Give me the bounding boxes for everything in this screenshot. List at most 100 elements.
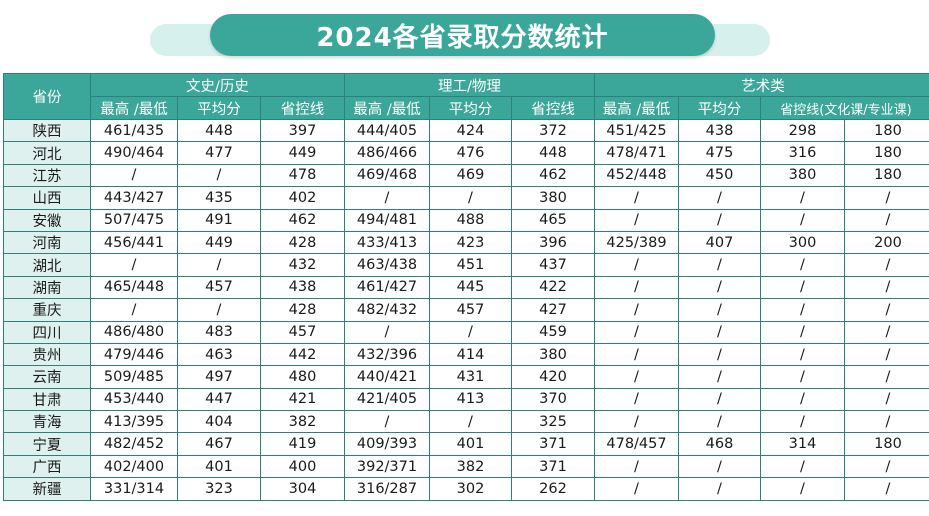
score-cell: 392/371 [344,454,430,479]
table-row: 新疆 331/314 323 304 316/287 302 262// / / [3,477,929,501]
score-cell: / [760,253,845,277]
group-header-wenshi: 文史/历史 [90,73,345,97]
table-row: 河北 490/464 477 449 486/466 476 448 478/471 475 31… [3,141,929,165]
score-cell: 304 [260,477,345,501]
group-header-yishu: 艺术类 [594,73,929,97]
score-cell: / [177,298,261,322]
score-cell: 475 [678,141,761,165]
score-cell: 298 [760,118,845,143]
score-cell: 494/481 [344,208,430,232]
score-cell: 401 [177,454,261,479]
province-cell: 贵州 [3,342,91,367]
score-cell: / [594,320,679,344]
score-cell: / [760,275,845,300]
score-cell: / [678,477,761,501]
score-cell: / [760,186,845,210]
score-cell: 448 [511,141,595,165]
score-cell: / [844,365,929,389]
score-cell: 424 [429,118,512,143]
score-cell: / [594,342,679,367]
score-cell: 451/425 [594,118,679,143]
score-cell: 331/314 [90,477,178,501]
province-cell: 广西 [3,454,91,479]
score-cell: 413 [429,387,512,412]
score-cell: / [760,298,845,322]
score-cell: 380 [760,163,845,188]
score-cell: 382 [260,410,345,434]
score-cell: 323 [177,477,261,501]
admission-score-table: 省份 文史/历史 理工/物理 艺术类 最高 /最低 平均分 省控线 最高 /最低… [3,73,929,501]
col-header-ligong-control-line: 省控线 [511,96,595,120]
score-cell: / [760,365,845,389]
score-cell: 488 [429,208,512,232]
table-row: 四川 486/480 483 457//459// / / [3,320,929,344]
score-cell: 427 [511,298,595,322]
score-cell: 462 [260,208,345,232]
score-cell: / [177,163,261,188]
score-cell: 421/405 [344,387,430,412]
score-cell: 180 [844,141,929,165]
table-row: 江苏 //478 469/468 469 462 452/448 450 380 180 [3,163,929,188]
score-cell: 468 [678,432,761,456]
score-cell: 490/464 [90,141,178,165]
score-cell: 461/427 [344,275,430,300]
score-cell: 402 [260,186,345,210]
score-cell: 428 [260,230,345,255]
score-cell: 483 [177,320,261,344]
score-cell: / [429,186,512,210]
score-cell: / [844,477,929,501]
score-cell: 463/438 [344,253,430,277]
score-cell: 414 [429,342,512,367]
score-cell: / [678,186,761,210]
score-cell: 476 [429,141,512,165]
score-cell: 469 [429,163,512,188]
col-header-yishu-control-line: 省控线(文化课/专业课) [760,96,929,120]
score-cell: / [678,410,761,434]
score-cell: 420 [511,365,595,389]
score-cell: 444/405 [344,118,430,143]
score-cell: 449 [177,230,261,255]
table-row: 云南 509/485 497 480 440/421 431 420// / / [3,365,929,389]
score-cell: 462 [511,163,595,188]
province-cell: 陕西 [3,118,91,143]
score-cell: / [760,208,845,232]
score-cell: 419 [260,432,345,456]
table-row: 安徽 507/475 491 462 494/481 488 465// / / [3,208,929,232]
score-cell: 438 [260,275,345,300]
score-cell: / [678,275,761,300]
score-cell: 478 [260,163,345,188]
score-cell: 180 [844,118,929,143]
score-cell: / [760,342,845,367]
score-cell: / [90,298,178,322]
province-cell: 河北 [3,141,91,165]
score-cell: / [90,253,178,277]
score-cell: 509/485 [90,365,178,389]
score-cell: 428 [260,298,345,322]
score-cell: 467 [177,432,261,456]
score-cell: 442 [260,342,345,367]
score-cell: 401 [429,432,512,456]
score-cell: 437 [511,253,595,277]
score-cell: 432 [260,253,345,277]
score-cell: 431 [429,365,512,389]
score-cell: 423 [429,230,512,255]
score-cell: / [844,275,929,300]
score-cell: / [760,410,845,434]
score-cell: 486/466 [344,141,430,165]
col-header-wenshi-control-line: 省控线 [260,96,345,120]
table-row: 陕西 461/435 448 397 444/405 424 372 451/425 438 29… [3,118,929,143]
table-row: 青海 413/395 404 382//325// / / [3,410,929,434]
score-cell: 456/441 [90,230,178,255]
score-cell: / [844,320,929,344]
province-cell: 安徽 [3,208,91,232]
score-cell: 451 [429,253,512,277]
score-cell: 448 [177,118,261,143]
score-cell: / [594,410,679,434]
score-cell: 465/448 [90,275,178,300]
score-cell: 457 [260,320,345,344]
score-cell: 413/395 [90,410,178,434]
province-header: 省份 [3,73,91,120]
score-cell: / [678,454,761,479]
table-body: 陕西 461/435 448 397 444/405 424 372 451/425 438 29… [3,118,929,501]
score-cell: / [90,163,178,188]
